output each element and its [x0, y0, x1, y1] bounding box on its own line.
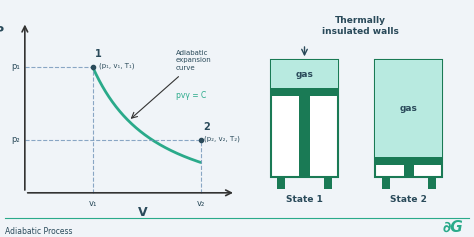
Text: 1: 1	[95, 49, 102, 59]
Bar	[403, 165, 414, 177]
Text: v₁: v₁	[89, 199, 97, 208]
Text: P: P	[0, 25, 4, 38]
Bar	[428, 177, 436, 189]
Text: ∂G: ∂G	[442, 220, 463, 235]
Text: p₂: p₂	[11, 135, 20, 144]
Text: p₁: p₁	[11, 62, 20, 71]
Text: Adiabatic Process: Adiabatic Process	[5, 227, 72, 236]
Text: (p₁, v₁, T₁): (p₁, v₁, T₁)	[99, 63, 135, 69]
Text: pvγ = C: pvγ = C	[175, 91, 206, 100]
Bar	[324, 177, 332, 189]
Bar	[271, 88, 338, 96]
Bar	[382, 177, 390, 189]
Text: v₂: v₂	[197, 199, 205, 208]
Text: V: V	[138, 206, 148, 219]
Bar	[299, 96, 310, 177]
Text: Thermally
insulated walls: Thermally insulated walls	[322, 16, 399, 36]
Bar	[375, 157, 442, 165]
Bar	[271, 60, 338, 177]
Text: State 1: State 1	[286, 195, 323, 204]
Bar	[271, 60, 338, 88]
Text: (p₂, v₂, T₂): (p₂, v₂, T₂)	[204, 136, 240, 142]
Bar	[375, 60, 442, 157]
Text: gas: gas	[296, 70, 313, 79]
Text: State 2: State 2	[391, 195, 427, 204]
Text: Adiabatic
expansion
curve: Adiabatic expansion curve	[175, 50, 211, 71]
Text: gas: gas	[400, 104, 418, 113]
Text: 2: 2	[203, 122, 210, 132]
Bar	[277, 177, 285, 189]
Bar	[375, 60, 442, 177]
